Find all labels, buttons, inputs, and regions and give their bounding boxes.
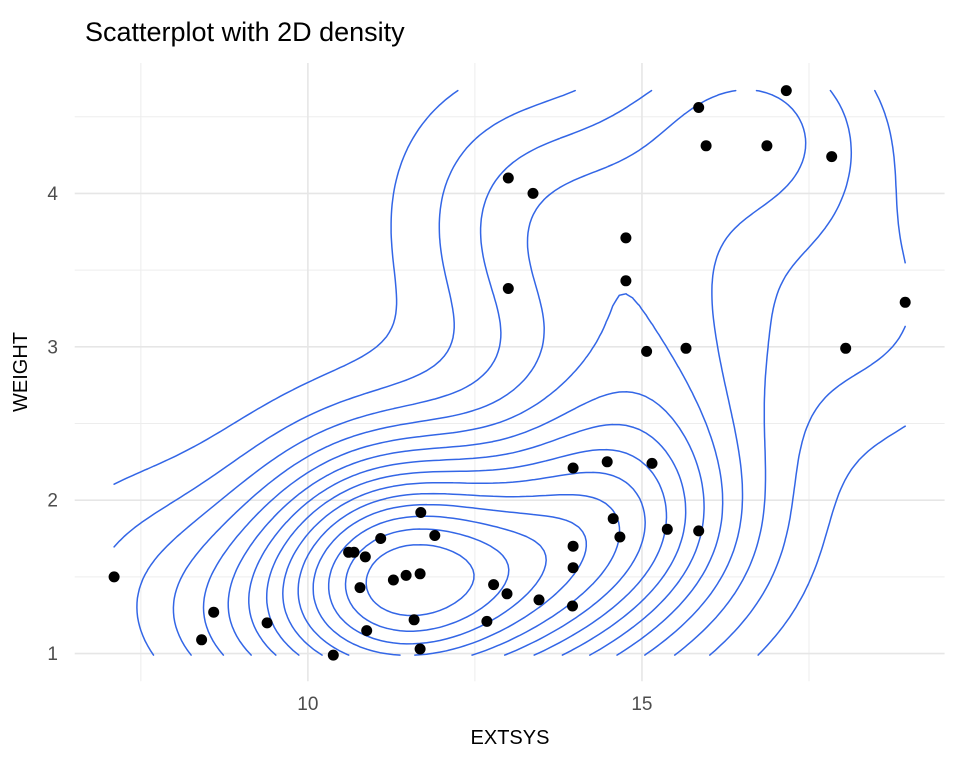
data-point xyxy=(527,187,539,199)
data-point xyxy=(414,643,426,655)
data-point xyxy=(502,172,514,184)
data-point xyxy=(620,232,632,244)
data-point xyxy=(646,457,658,469)
major-gridlines xyxy=(74,63,945,682)
data-point xyxy=(502,283,514,294)
data-point xyxy=(414,568,426,580)
data-point xyxy=(348,546,360,558)
data-point xyxy=(700,140,712,152)
data-point xyxy=(208,606,220,618)
data-point xyxy=(661,523,673,535)
density-contour-line xyxy=(113,89,906,656)
data-point xyxy=(761,140,773,152)
density-contour-line xyxy=(172,89,807,656)
data-point xyxy=(501,588,513,600)
data-point xyxy=(780,85,792,97)
data-point xyxy=(693,102,705,113)
data-point xyxy=(840,342,852,354)
density-contour-line xyxy=(113,89,906,656)
density-contour-line xyxy=(136,89,853,656)
data-point xyxy=(533,594,545,606)
density-contour-line xyxy=(202,293,724,656)
data-point xyxy=(680,342,692,354)
y-tick-label: 2 xyxy=(47,491,58,512)
data-point xyxy=(567,562,579,574)
x-tick-label: 10 xyxy=(297,694,318,715)
data-point xyxy=(108,571,120,583)
data-point xyxy=(488,579,500,591)
density-contour-line xyxy=(312,503,588,656)
data-point xyxy=(359,551,371,563)
data-point xyxy=(567,600,578,612)
data-point xyxy=(607,513,619,525)
data-point xyxy=(375,533,387,544)
density-contour-line xyxy=(327,515,547,645)
chart-title: Scatterplot with 2D density xyxy=(85,17,405,47)
data-point xyxy=(415,507,427,518)
minor-gridlines xyxy=(74,63,945,682)
data-point xyxy=(826,151,838,163)
x-axis-title: EXTSYS xyxy=(471,727,550,749)
data-point xyxy=(620,275,632,287)
density-contour-lines xyxy=(113,89,906,656)
data-point xyxy=(408,614,420,626)
y-tick-label: 4 xyxy=(47,184,58,205)
x-tick-label: 15 xyxy=(631,694,652,715)
density-contour-line xyxy=(282,471,646,656)
data-point xyxy=(196,634,208,646)
data-point xyxy=(429,530,441,541)
data-point xyxy=(481,615,493,627)
data-point xyxy=(899,296,911,308)
data-point xyxy=(354,582,366,594)
data-point xyxy=(601,456,613,468)
y-axis-title: WEIGHT xyxy=(10,332,32,412)
density-contour-line xyxy=(227,390,705,656)
data-point xyxy=(361,625,373,637)
data-point xyxy=(614,531,626,543)
density-contour-line xyxy=(248,423,687,656)
density-contour-line xyxy=(265,448,668,656)
y-tick-label: 3 xyxy=(47,337,58,358)
data-point xyxy=(641,345,653,357)
density-contour-line xyxy=(365,543,475,617)
data-point xyxy=(327,649,339,661)
scatter-points xyxy=(108,85,911,661)
axis-tick-labels: 10 15 1 2 3 4 xyxy=(47,184,652,715)
data-point xyxy=(400,569,412,581)
data-point xyxy=(693,525,705,537)
y-tick-label: 1 xyxy=(47,644,58,665)
data-point xyxy=(567,540,579,552)
data-point xyxy=(387,574,399,586)
data-point xyxy=(261,617,273,629)
data-point xyxy=(567,462,579,474)
